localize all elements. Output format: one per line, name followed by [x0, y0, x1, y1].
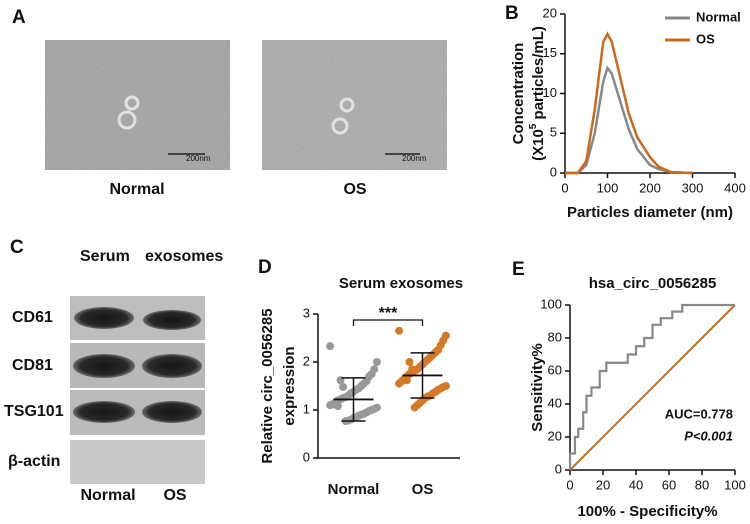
data-point — [339, 382, 348, 391]
y-axis-label-part: (X10 — [530, 129, 547, 161]
x-axis-label: 100% - Specificity% — [577, 503, 717, 520]
y-tick-label: 15 — [543, 45, 557, 60]
x-tick-label: 40 — [629, 477, 643, 492]
y-tick-label: 60 — [548, 362, 562, 377]
series-line — [565, 65, 693, 175]
data-point — [405, 358, 414, 366]
x-tick-label: 0 — [561, 180, 568, 195]
image-label: OS — [343, 181, 366, 198]
x-tick-label: 100 — [597, 180, 619, 195]
y-axis-label: expression — [281, 346, 298, 425]
y-tick-label: 3 — [303, 305, 310, 320]
x-tick-label: OS — [412, 481, 434, 498]
y-tick-label: 2 — [303, 353, 310, 368]
data-point — [402, 376, 411, 385]
y-axis-label-sup: 5 — [528, 123, 539, 129]
y-axis-label: Sensitivity% — [529, 343, 546, 431]
x-tick-label: 400 — [724, 180, 746, 195]
y-tick-label: 80 — [548, 329, 562, 344]
x-tick-label: 100 — [724, 477, 746, 492]
x-tick-label: 0 — [566, 477, 573, 492]
blot-row-label: CD81 — [12, 357, 53, 374]
panel-label: A — [12, 7, 26, 28]
panel-label: C — [10, 237, 24, 258]
blot-header: exosomes — [145, 248, 223, 265]
chart-title: hsa_circ_0056285 — [589, 275, 717, 292]
y-tick-label: 0 — [550, 164, 557, 179]
x-tick-label: 200 — [639, 180, 661, 195]
chart-title: Serum exosomes — [339, 275, 463, 292]
y-tick-label: 0 — [555, 461, 562, 476]
x-tick-label: Normal — [328, 481, 380, 498]
scale-bar-label: 200nm — [402, 154, 427, 163]
y-tick-label: 10 — [543, 85, 557, 100]
series-line — [565, 31, 693, 175]
data-point — [395, 379, 404, 388]
panel-label: D — [258, 257, 272, 278]
blot-column-label: OS — [163, 487, 186, 504]
x-tick-label: 80 — [695, 477, 709, 492]
y-axis-label-part: particles/mL) — [530, 26, 547, 124]
data-point — [326, 342, 335, 351]
reference-line — [569, 304, 736, 471]
data-point — [410, 403, 419, 412]
image-label: Normal — [109, 181, 164, 198]
x-tick-label: 300 — [682, 180, 704, 195]
y-axis-label: Concentration — [510, 43, 527, 145]
panel-label: B — [505, 3, 519, 24]
panel-label: E — [512, 259, 525, 280]
y-tick-label: 20 — [548, 428, 562, 443]
blot-row-label: β-actin — [8, 453, 60, 470]
annotation: AUC=0.778 — [665, 406, 733, 421]
blot — [70, 296, 205, 484]
y-tick-label: 40 — [548, 395, 562, 410]
scale-bar-label: 200nm — [186, 154, 211, 163]
y-tick-label: 100 — [540, 296, 562, 311]
series-line — [568, 303, 735, 470]
data-point — [395, 326, 404, 335]
data-point — [333, 402, 342, 411]
blot-row-label: TSG101 — [4, 403, 64, 420]
tem-image — [262, 40, 447, 170]
y-tick-label: 20 — [543, 5, 557, 20]
data-point — [408, 365, 417, 374]
blot-column-label: Normal — [80, 487, 135, 504]
data-point — [372, 358, 381, 366]
blot-row-label: CD61 — [12, 309, 53, 326]
blot-header: Serum — [80, 248, 130, 265]
legend-label: OS — [696, 31, 715, 46]
significance-label: *** — [379, 305, 398, 322]
x-tick-label: 20 — [596, 477, 610, 492]
y-tick-label: 5 — [550, 125, 557, 140]
annotation: P<0.001 — [684, 428, 733, 443]
legend-label: Normal — [696, 9, 741, 24]
tem-image — [45, 40, 230, 170]
y-axis-label: Relative circ_0056285 — [259, 308, 276, 463]
y-axis-label: (X105 particles/mL) — [528, 26, 547, 161]
data-point — [326, 401, 335, 410]
x-tick-label: 60 — [662, 477, 676, 492]
y-tick-label: 0 — [303, 449, 310, 464]
significance-bracket — [352, 319, 424, 326]
x-axis-label: Particles diameter (nm) — [567, 204, 733, 221]
y-tick-label: 1 — [303, 401, 310, 416]
